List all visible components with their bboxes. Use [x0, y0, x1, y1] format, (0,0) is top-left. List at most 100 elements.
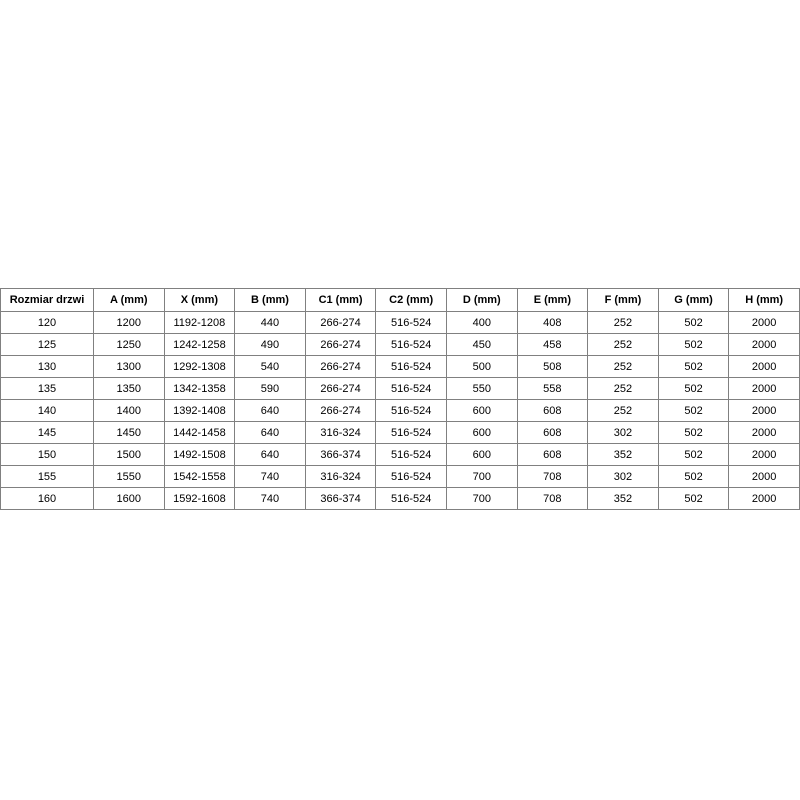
- table-cell: 1200: [93, 311, 165, 334]
- table-cell: 252: [587, 333, 659, 356]
- table-cell: 266-274: [304, 377, 377, 400]
- table-cell: 150: [0, 443, 94, 466]
- table-cell: 1292-1308: [163, 355, 236, 378]
- table-row: 130 1300 1292-1308 540 266-274 516-524 5…: [0, 355, 800, 378]
- table-cell: 1550: [93, 465, 165, 488]
- table-cell: 516-524: [375, 333, 447, 356]
- table-cell: 508: [516, 355, 589, 378]
- table-cell: 1350: [93, 377, 165, 400]
- table-cell: 600: [445, 399, 518, 422]
- table-cell: 2000: [728, 377, 800, 400]
- table-cell: 600: [445, 443, 518, 466]
- table-cell: 640: [234, 421, 306, 444]
- table-cell: 408: [516, 311, 589, 334]
- table-cell: 608: [516, 443, 589, 466]
- table-cell: 708: [516, 465, 589, 488]
- table-cell: 502: [657, 399, 730, 422]
- table-cell: 740: [234, 487, 306, 510]
- table-cell: 1400: [93, 399, 165, 422]
- table-cell: 516-524: [375, 487, 447, 510]
- table-cell: 1542-1558: [163, 465, 236, 488]
- table-row: 160 1600 1592-1608 740 366-374 516-524 7…: [0, 487, 800, 510]
- table-row: 135 1350 1342-1358 590 266-274 516-524 5…: [0, 377, 800, 400]
- table-cell: 266-274: [304, 399, 377, 422]
- table-cell: 516-524: [375, 311, 447, 334]
- table-cell: 1450: [93, 421, 165, 444]
- table-cell: 640: [234, 399, 306, 422]
- table-cell: 130: [0, 355, 94, 378]
- table-cell: 708: [516, 487, 589, 510]
- table-cell: 2000: [728, 421, 800, 444]
- table-cell: 608: [516, 399, 589, 422]
- table-cell: 1592-1608: [163, 487, 236, 510]
- table-cell: 1600: [93, 487, 165, 510]
- table-cell: 516-524: [375, 377, 447, 400]
- header-cell-g: G (mm): [657, 288, 730, 312]
- table-cell: 352: [587, 487, 659, 510]
- table-cell: 1392-1408: [163, 399, 236, 422]
- table-cell: 502: [657, 377, 730, 400]
- table-cell: 550: [445, 377, 518, 400]
- table-cell: 590: [234, 377, 306, 400]
- table-cell: 316-324: [304, 465, 377, 488]
- header-cell-b: B (mm): [234, 288, 306, 312]
- header-cell-f: F (mm): [587, 288, 659, 312]
- table-row: 155 1550 1542-1558 740 316-324 516-524 7…: [0, 465, 800, 488]
- table-cell: 366-374: [304, 443, 377, 466]
- table-cell: 1242-1258: [163, 333, 236, 356]
- table-cell: 440: [234, 311, 306, 334]
- table-cell: 155: [0, 465, 94, 488]
- table-cell: 135: [0, 377, 94, 400]
- table-cell: 120: [0, 311, 94, 334]
- table-cell: 608: [516, 421, 589, 444]
- table-cell: 1492-1508: [163, 443, 236, 466]
- table-cell: 1250: [93, 333, 165, 356]
- table-cell: 502: [657, 421, 730, 444]
- table-cell: 502: [657, 487, 730, 510]
- header-cell-c1: C1 (mm): [304, 288, 377, 312]
- table-cell: 540: [234, 355, 306, 378]
- table-cell: 502: [657, 333, 730, 356]
- table-cell: 490: [234, 333, 306, 356]
- table-cell: 516-524: [375, 355, 447, 378]
- table-cell: 366-374: [304, 487, 377, 510]
- header-cell-c2: C2 (mm): [375, 288, 447, 312]
- table-cell: 502: [657, 443, 730, 466]
- header-cell-d: D (mm): [445, 288, 518, 312]
- table-cell: 352: [587, 443, 659, 466]
- table-cell: 458: [516, 333, 589, 356]
- table-cell: 516-524: [375, 421, 447, 444]
- table-cell: 600: [445, 421, 518, 444]
- table-cell: 1342-1358: [163, 377, 236, 400]
- table-cell: 145: [0, 421, 94, 444]
- table-cell: 266-274: [304, 333, 377, 356]
- table-cell: 1500: [93, 443, 165, 466]
- table-row: 140 1400 1392-1408 640 266-274 516-524 6…: [0, 399, 800, 422]
- table-cell: 500: [445, 355, 518, 378]
- table-cell: 266-274: [304, 311, 377, 334]
- table-cell: 700: [445, 487, 518, 510]
- table-cell: 2000: [728, 355, 800, 378]
- table-cell: 2000: [728, 487, 800, 510]
- table-cell: 2000: [728, 465, 800, 488]
- table-cell: 2000: [728, 399, 800, 422]
- table-cell: 2000: [728, 333, 800, 356]
- table-cell: 302: [587, 465, 659, 488]
- table-cell: 1300: [93, 355, 165, 378]
- table-cell: 502: [657, 355, 730, 378]
- table-row: 150 1500 1492-1508 640 366-374 516-524 6…: [0, 443, 800, 466]
- table-cell: 502: [657, 311, 730, 334]
- table-cell: 266-274: [304, 355, 377, 378]
- header-cell-rozmiar-drzwi: Rozmiar drzwi: [0, 288, 94, 312]
- header-cell-e: E (mm): [516, 288, 589, 312]
- table-cell: 160: [0, 487, 94, 510]
- table-cell: 640: [234, 443, 306, 466]
- table-cell: 316-324: [304, 421, 377, 444]
- door-size-spec-table: Rozmiar drzwi A (mm) X (mm) B (mm) C1 (m…: [0, 288, 800, 510]
- table-cell: 1442-1458: [163, 421, 236, 444]
- table-cell: 450: [445, 333, 518, 356]
- table-cell: 740: [234, 465, 306, 488]
- table-cell: 1192-1208: [163, 311, 236, 334]
- header-cell-h: H (mm): [728, 288, 800, 312]
